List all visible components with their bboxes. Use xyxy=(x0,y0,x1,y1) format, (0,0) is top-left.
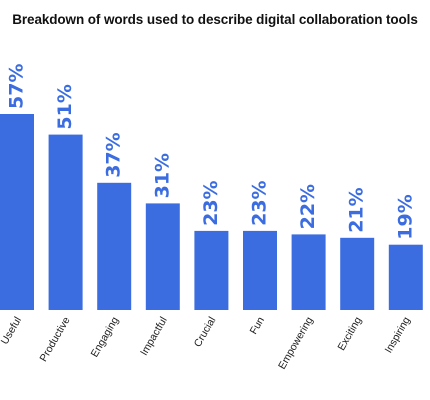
bar-engaging xyxy=(97,182,132,310)
category-label-impactful: Impactful xyxy=(138,315,170,358)
bar-crucial xyxy=(194,230,229,310)
bar-inspiring xyxy=(388,244,423,310)
value-label-inspiring: 19% xyxy=(394,194,416,239)
value-label-impactful: 31% xyxy=(151,153,173,198)
category-label-engaging: Engaging xyxy=(89,315,122,360)
value-labels-group: 57% 51% 37% 31% 23% 23% 22% 21% 19% xyxy=(6,64,417,240)
value-label-crucial: 23% xyxy=(200,180,222,225)
category-label-exciting: Exciting xyxy=(335,315,364,353)
value-label-exciting: 21% xyxy=(346,187,368,232)
bar-productive xyxy=(48,134,83,310)
category-labels-group: Useful Productive Engaging Impactful Crucial… xyxy=(0,315,413,372)
value-label-engaging: 37% xyxy=(103,132,125,177)
bar-exciting xyxy=(340,237,375,310)
category-label-crucial: Crucial xyxy=(192,315,219,349)
bar-empowering xyxy=(291,234,326,310)
category-label-inspiring: Inspiring xyxy=(383,315,413,356)
category-label-empowering: Empowering xyxy=(276,315,316,372)
value-label-productive: 51% xyxy=(54,84,76,129)
bar-fun xyxy=(243,230,277,310)
value-label-useful: 57% xyxy=(6,64,28,109)
bar-impactful xyxy=(145,203,180,310)
chart-title: Breakdown of words used to describe digi… xyxy=(12,12,418,27)
value-label-fun: 23% xyxy=(249,180,271,225)
bar-useful xyxy=(0,114,34,310)
value-label-empowering: 22% xyxy=(297,184,319,229)
category-label-useful: Useful xyxy=(0,315,24,347)
category-label-productive: Productive xyxy=(37,315,72,364)
bars-group xyxy=(0,114,423,310)
category-label-fun: Fun xyxy=(248,315,268,337)
